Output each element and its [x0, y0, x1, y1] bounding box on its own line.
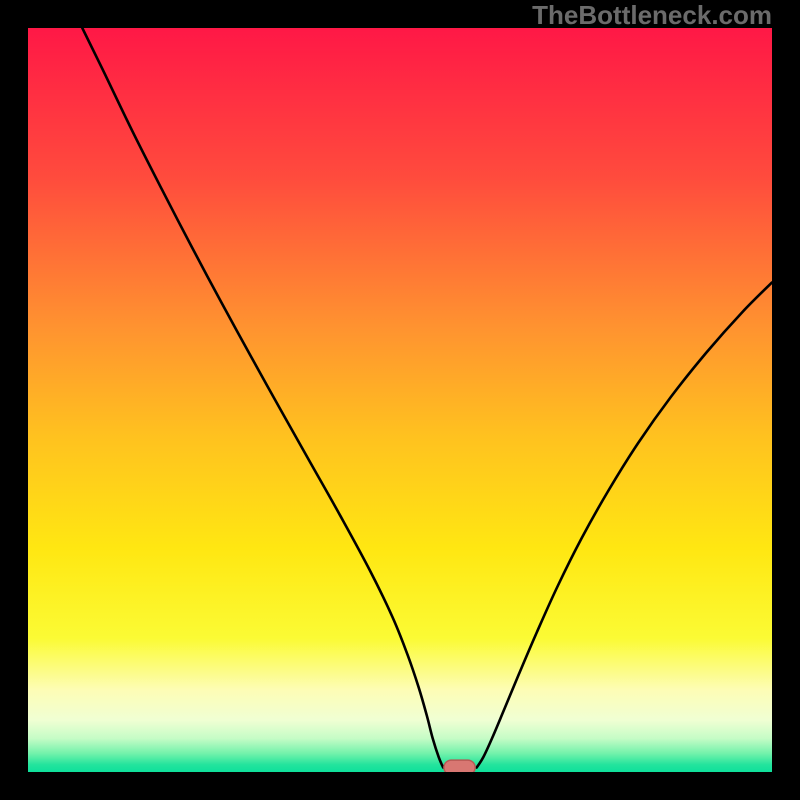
bottleneck-marker: [444, 760, 475, 772]
chart-svg: [28, 28, 772, 772]
watermark-text: TheBottleneck.com: [532, 0, 772, 31]
plot-area: [28, 28, 772, 772]
gradient-background: [28, 28, 772, 772]
